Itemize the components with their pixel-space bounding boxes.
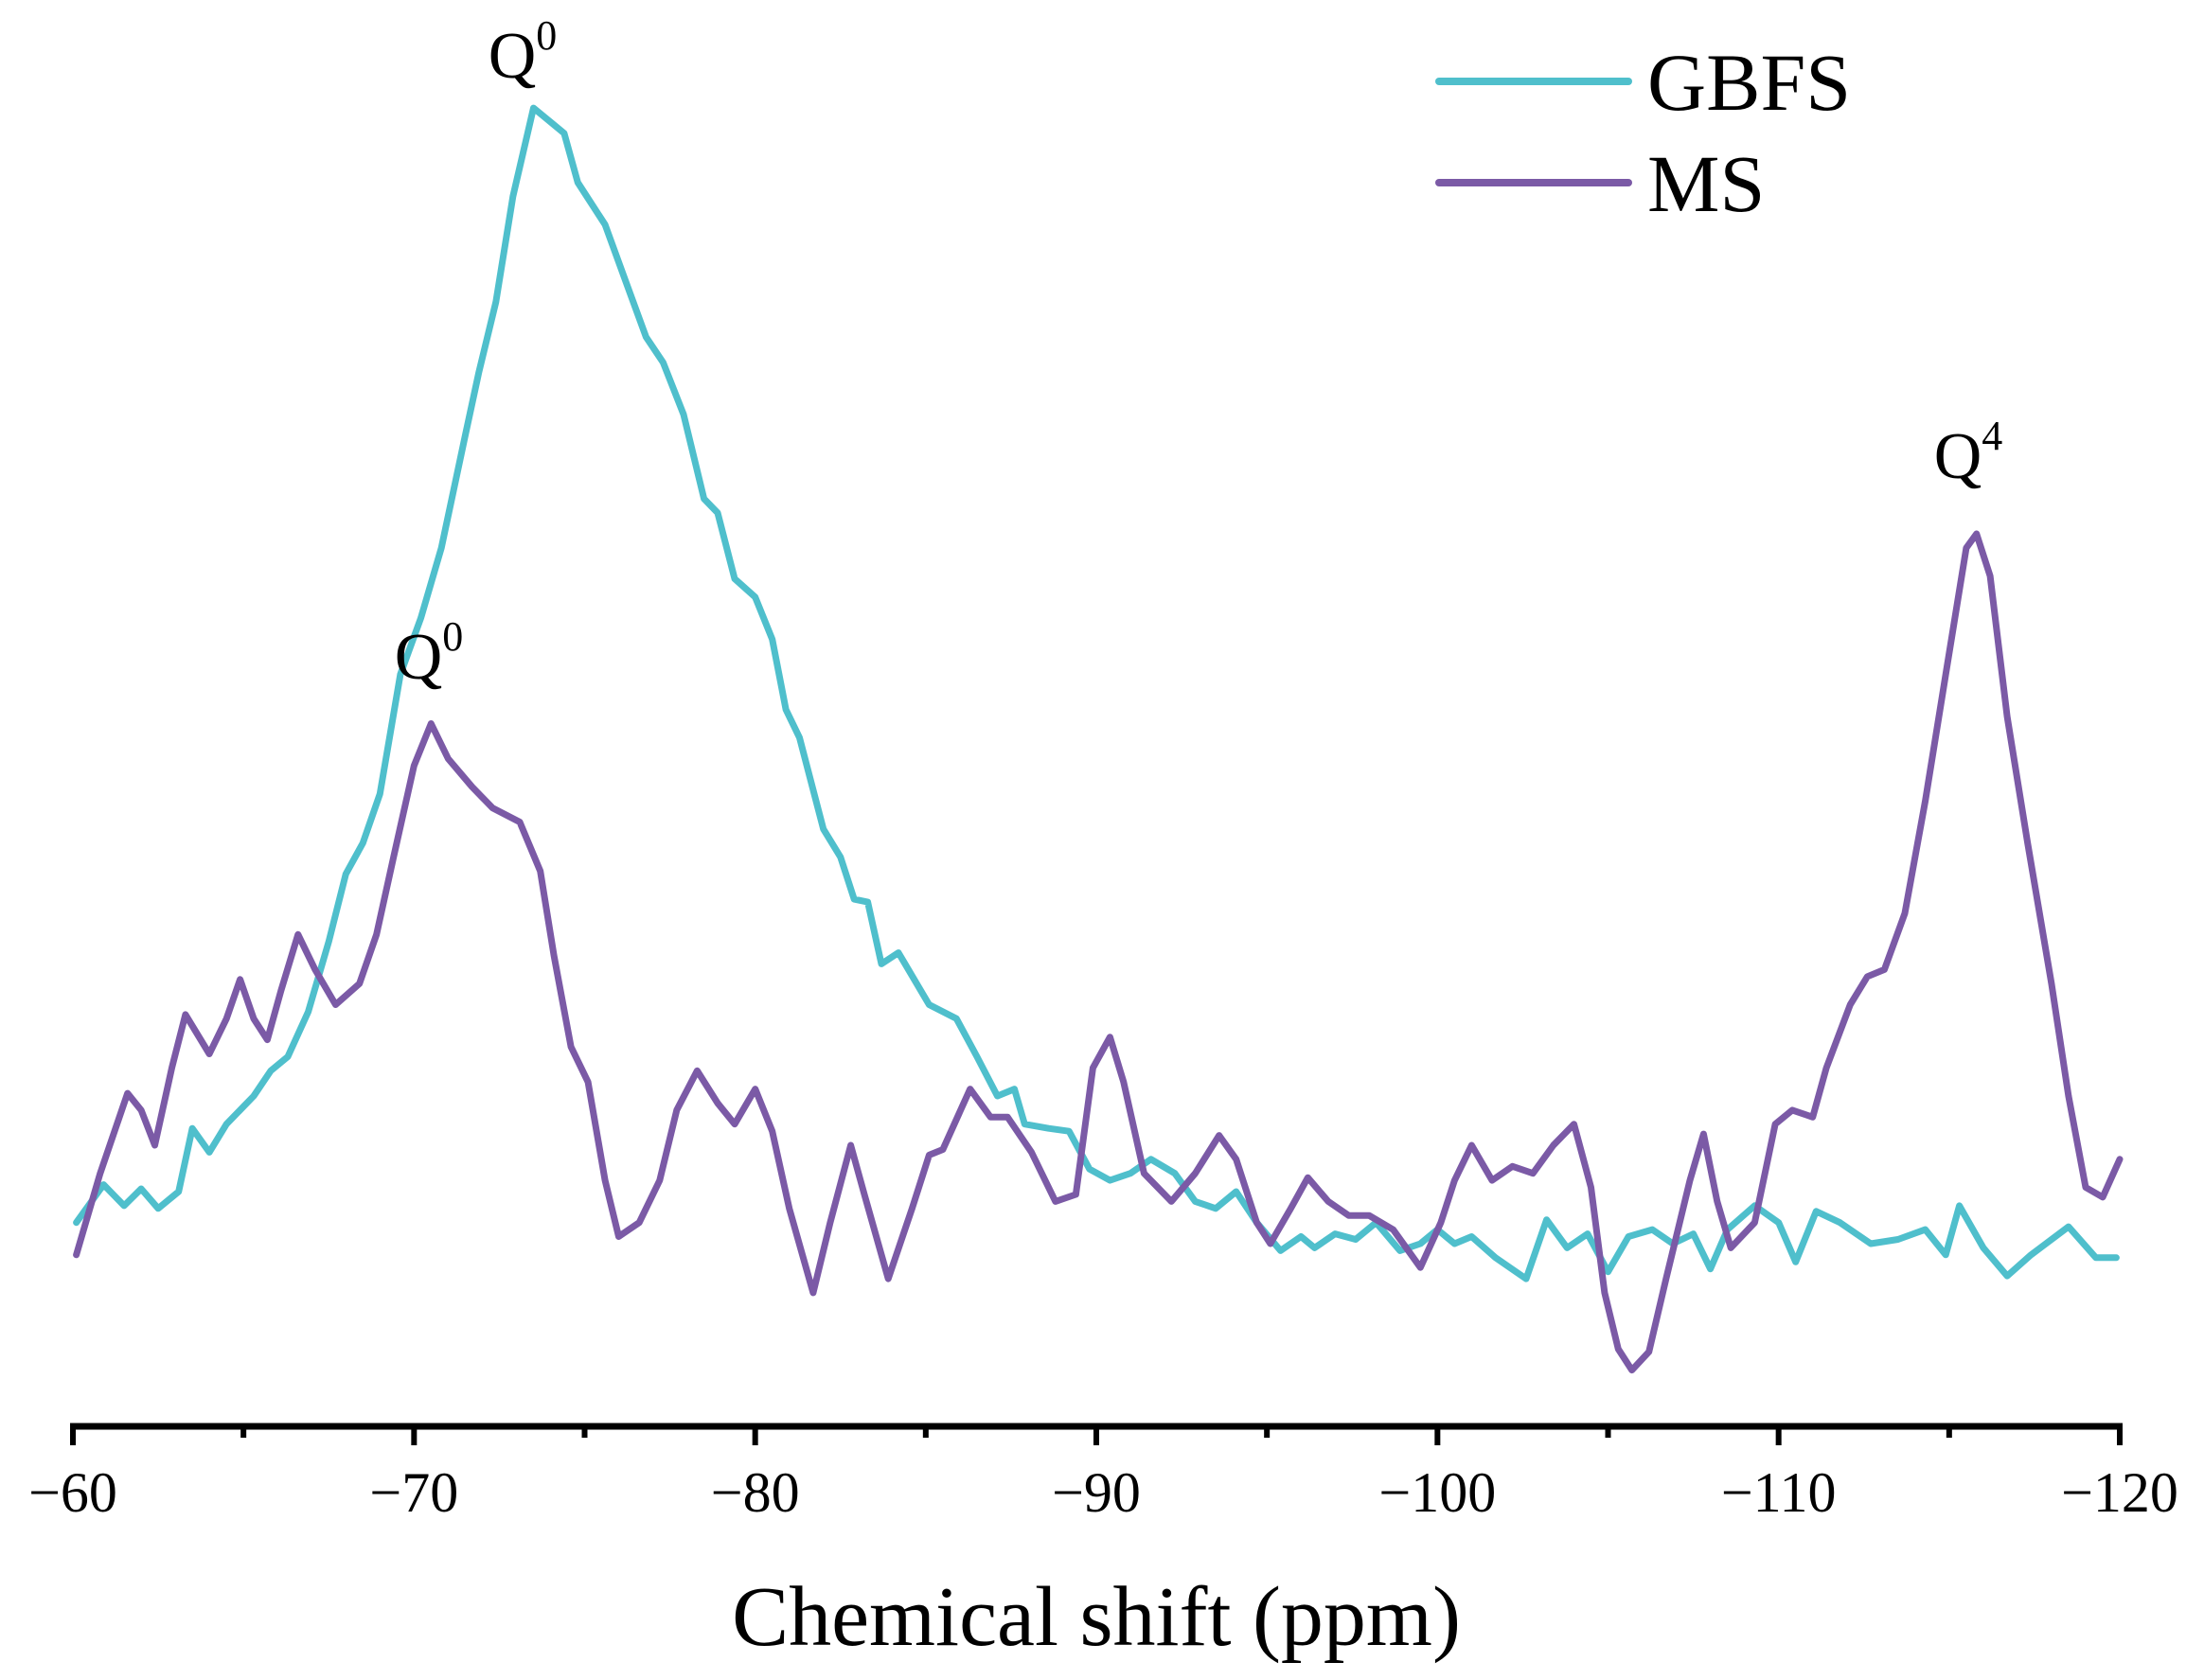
x-tick-label: −60: [28, 1461, 117, 1524]
peak-annotation: Q0: [395, 613, 464, 694]
legend-label: GBFS: [1647, 37, 1851, 128]
annotation-superscript: 0: [536, 12, 557, 59]
annotation-superscript: 4: [1982, 413, 2002, 459]
annotation-text: Q: [1934, 420, 1982, 493]
x-axis-label: Chemical shift (ppm): [732, 1570, 1461, 1664]
x-tick-label: −90: [1052, 1461, 1141, 1524]
x-tick-label: −120: [2061, 1461, 2178, 1524]
x-tick-label: −100: [1378, 1461, 1496, 1524]
annotation-text: Q: [395, 621, 443, 694]
annotation-superscript: 0: [442, 613, 463, 660]
series-line: [73, 530, 2124, 1374]
annotation-text: Q: [489, 20, 537, 93]
peak-annotation: Q4: [1934, 413, 2003, 493]
x-tick-label: −70: [369, 1461, 458, 1524]
peak-annotation: Q0: [489, 12, 558, 93]
series-line: [73, 104, 2120, 1282]
x-tick-label: −110: [1721, 1461, 1837, 1524]
legend-label: MS: [1647, 138, 1765, 229]
x-tick-label: −80: [711, 1461, 800, 1524]
